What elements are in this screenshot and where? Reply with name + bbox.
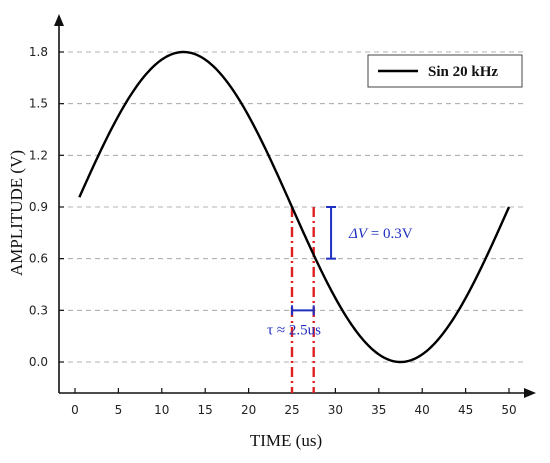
x-tick-label: 45 bbox=[458, 403, 473, 417]
x-tick-label: 10 bbox=[154, 403, 169, 417]
x-ticks: 0 5 10 15 20 25 30 35 40 45 50 bbox=[71, 388, 517, 417]
y-tick-label: 0.6 bbox=[29, 252, 48, 266]
y-tick-label: 1.5 bbox=[29, 97, 48, 111]
y-axis-arrow bbox=[54, 14, 64, 26]
y-tick-label: 1.8 bbox=[29, 45, 48, 59]
x-tick-label: 20 bbox=[241, 403, 256, 417]
delta-v-symbol: ΔV bbox=[348, 226, 369, 242]
tau-label: τ ≈ 2.5us bbox=[267, 322, 321, 338]
y-axis-title: AMPLITUDE (V) bbox=[7, 150, 26, 276]
x-tick-label: 5 bbox=[115, 403, 123, 417]
legend: Sin 20 kHz bbox=[367, 54, 523, 88]
annotations: ΔV = 0.3V τ ≈ 2.5us bbox=[267, 206, 413, 393]
grid-lines bbox=[59, 51, 525, 363]
x-axis-arrow bbox=[524, 388, 536, 398]
series-line-sin bbox=[78, 50, 511, 364]
x-tick-label: 0 bbox=[71, 403, 79, 417]
series bbox=[78, 50, 511, 364]
y-tick-label: 0.9 bbox=[29, 200, 48, 214]
x-tick-label: 35 bbox=[371, 403, 386, 417]
x-tick-label: 15 bbox=[198, 403, 213, 417]
y-ticks: 0.0 0.3 0.6 0.9 1.2 1.5 1.8 bbox=[29, 45, 64, 369]
y-tick-label: 0.0 bbox=[29, 355, 48, 369]
x-tick-label: 40 bbox=[415, 403, 430, 417]
x-axis-title: TIME (us) bbox=[250, 431, 322, 450]
y-tick-label: 0.3 bbox=[29, 303, 48, 317]
y-tick-label: 1.2 bbox=[29, 148, 48, 162]
delta-v-label: ΔV = 0.3V bbox=[348, 226, 413, 242]
x-tick-label: 30 bbox=[328, 403, 343, 417]
delta-v-value: = 0.3V bbox=[367, 226, 413, 242]
x-tick-label: 50 bbox=[501, 403, 516, 417]
legend-label: Sin 20 kHz bbox=[428, 64, 498, 80]
x-tick-label: 25 bbox=[284, 403, 299, 417]
